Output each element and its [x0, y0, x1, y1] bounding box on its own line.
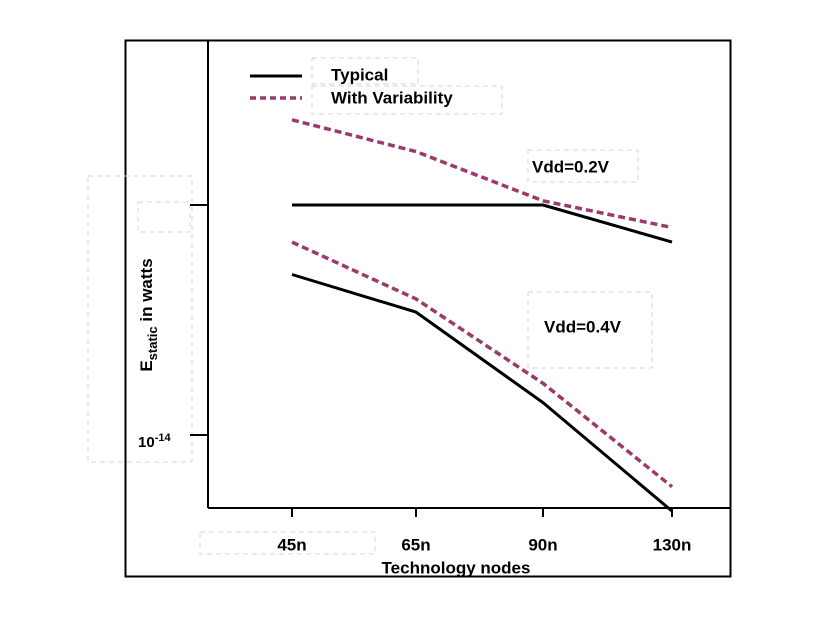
legend-label-typical: Typical	[331, 65, 388, 84]
x-tick-label-130n: 130n	[653, 535, 692, 554]
series-line-variability-vdd-0-2v	[292, 120, 672, 228]
annotation-vdd-0-4v: Vdd=0.4V	[544, 317, 622, 336]
legend-label-variability: With Variability	[331, 88, 453, 107]
series-line-variability-vdd-0-4v	[292, 242, 672, 487]
series-line-typical-vdd-0-2v	[292, 205, 672, 242]
series-line-typical-vdd-0-4v	[292, 275, 672, 512]
ghost-box	[138, 202, 190, 232]
y-axis-label-rest: in watts	[137, 258, 156, 326]
series-layer	[292, 120, 672, 511]
x-tick-label-90n: 90n	[528, 535, 557, 554]
y-tick-label: 10-14	[138, 432, 171, 451]
outer-frame	[126, 41, 731, 577]
y-tick-label-base: 10	[138, 434, 155, 451]
x-tick-label-65n: 65n	[401, 535, 430, 554]
x-tick-label-45n: 45n	[277, 535, 306, 554]
ghost-boxes	[88, 58, 652, 554]
y-axis-label: Estatic in watts	[137, 258, 160, 371]
y-tick-label-exp: -14	[155, 432, 172, 444]
x-ticks: 45n 65n 90n 130n	[277, 508, 691, 554]
x-axis-label: Technology nodes	[382, 558, 531, 577]
y-axis-label-sub: static	[145, 326, 160, 360]
annotation-vdd-0-2v: Vdd=0.2V	[532, 157, 610, 176]
y-axis-label-main: E	[137, 360, 156, 371]
